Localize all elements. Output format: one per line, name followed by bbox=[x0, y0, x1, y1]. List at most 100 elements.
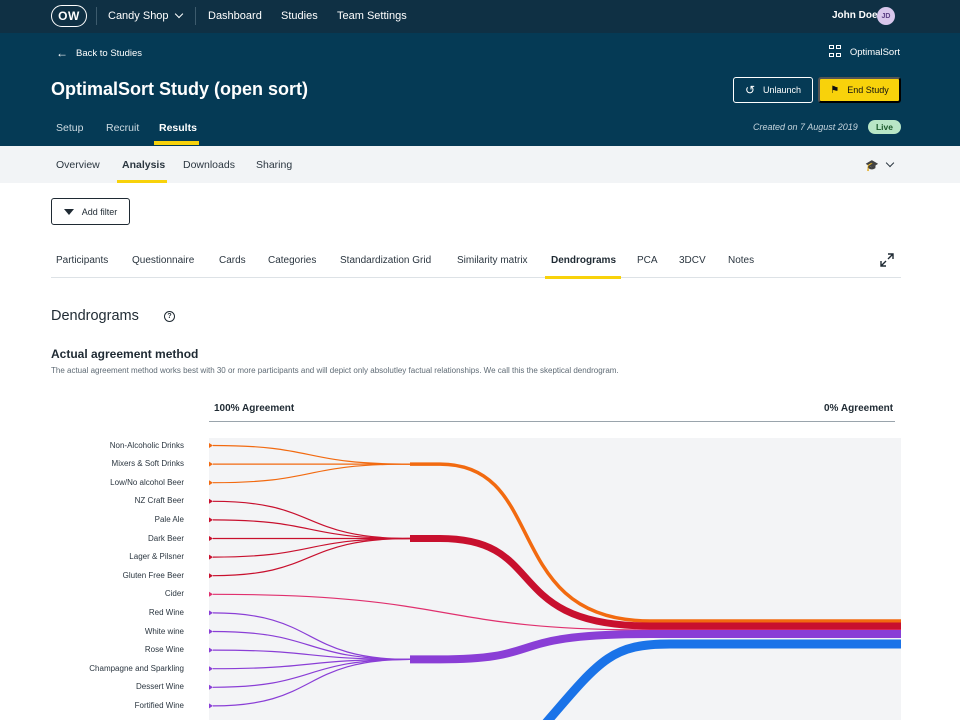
card-label: Fortified Wine bbox=[134, 700, 184, 710]
branch-line bbox=[212, 630, 411, 660]
card-marker bbox=[209, 591, 213, 597]
flag-icon: ⚑ bbox=[830, 84, 840, 96]
card-marker bbox=[209, 461, 213, 467]
created-date: Created on 7 August 2019 bbox=[753, 122, 858, 132]
unlaunch-button[interactable]: ↺ Unlaunch bbox=[733, 77, 813, 103]
card-marker bbox=[209, 666, 213, 672]
method-description: The actual agreement method works best w… bbox=[51, 366, 619, 375]
card-marker bbox=[209, 554, 213, 560]
help-icon[interactable]: ? bbox=[164, 311, 175, 322]
card-marker bbox=[209, 703, 213, 709]
tab-analysis[interactable]: Analysis bbox=[122, 159, 166, 171]
cluster-trunk bbox=[410, 462, 901, 623]
page-title: OptimalSort Study (open sort) bbox=[51, 79, 309, 99]
filter-icon bbox=[63, 208, 74, 215]
card-label: Non-Alcoholic Drinks bbox=[109, 440, 184, 450]
product-name: OptimalSort bbox=[849, 46, 900, 58]
active-tab-indicator bbox=[545, 276, 621, 279]
branch-line bbox=[212, 658, 411, 688]
branch-line bbox=[212, 658, 411, 707]
user-name[interactable]: John Doe bbox=[832, 10, 878, 21]
card-label: White wine bbox=[144, 626, 184, 636]
method-title: Actual agreement method bbox=[51, 347, 199, 361]
tab-similarity-matrix[interactable]: Similarity matrix bbox=[457, 255, 528, 266]
agreement-axis-line bbox=[209, 421, 895, 422]
end-study-button[interactable]: ⚑ End Study bbox=[818, 77, 901, 103]
tab-cards[interactable]: Cards bbox=[219, 255, 246, 266]
tab-questionnaire[interactable]: Questionnaire bbox=[132, 255, 195, 266]
cluster-trunk bbox=[212, 593, 901, 631]
branch-line bbox=[212, 537, 411, 558]
branch-line bbox=[212, 500, 411, 540]
card-marker bbox=[209, 647, 213, 653]
expand-icon[interactable] bbox=[880, 253, 894, 267]
tab-recruit[interactable]: Recruit bbox=[106, 122, 140, 134]
tab-3dcv[interactable]: 3DCV bbox=[679, 255, 706, 266]
branch-line bbox=[212, 463, 411, 484]
tab-setup[interactable]: Setup bbox=[56, 122, 84, 134]
branch-line bbox=[212, 519, 411, 540]
avatar[interactable]: JD bbox=[877, 7, 895, 25]
chevron-down-icon[interactable] bbox=[885, 158, 895, 168]
back-to-studies-link[interactable]: ← Back to Studies bbox=[56, 46, 142, 60]
tab-results[interactable]: Results bbox=[159, 122, 197, 134]
branch-line bbox=[212, 612, 411, 660]
status-badge: Live bbox=[868, 120, 901, 134]
tab-participants[interactable]: Participants bbox=[56, 255, 109, 266]
card-marker bbox=[209, 443, 213, 448]
graduation-cap-icon[interactable]: 🎓 bbox=[865, 160, 879, 172]
card-label: Gluten Free Beer bbox=[122, 570, 184, 580]
card-marker bbox=[209, 536, 213, 541]
card-label: Pale Ale bbox=[154, 514, 184, 524]
end-study-label: End Study bbox=[847, 85, 889, 95]
branch-line bbox=[212, 649, 411, 660]
card-label: Rose Wine bbox=[144, 645, 184, 655]
tab-sharing[interactable]: Sharing bbox=[256, 159, 293, 171]
cluster-trunk bbox=[538, 639, 901, 725]
nav-dashboard[interactable]: Dashboard bbox=[208, 10, 262, 22]
card-label: Cider bbox=[164, 589, 184, 599]
tab-dendrograms[interactable]: Dendrograms bbox=[551, 255, 617, 266]
card-marker bbox=[209, 629, 213, 634]
tab-downloads[interactable]: Downloads bbox=[183, 159, 235, 171]
card-label: Low/No alcohol Beer bbox=[110, 477, 184, 487]
section-title: Dendrograms bbox=[51, 308, 139, 324]
back-label: Back to Studies bbox=[76, 47, 143, 59]
active-tab-indicator bbox=[117, 180, 167, 183]
chart-background bbox=[209, 438, 901, 720]
divider bbox=[96, 7, 97, 25]
agreement-axis-left: 100% Agreement bbox=[214, 403, 295, 414]
product-badge: OptimalSort bbox=[828, 45, 900, 59]
top-nav: OW Candy Shop Dashboard Studies Team Set… bbox=[0, 0, 960, 33]
tab-categories[interactable]: Categories bbox=[268, 255, 317, 266]
card-label: Lager & Pilsner bbox=[129, 552, 184, 562]
cluster-trunk bbox=[410, 535, 901, 630]
tab-standardization-grid[interactable]: Standardization Grid bbox=[340, 255, 432, 266]
workspace-switcher[interactable]: Candy Shop bbox=[108, 9, 183, 22]
workspace-name: Candy Shop bbox=[108, 10, 169, 22]
cluster-trunk bbox=[410, 630, 901, 664]
nav-studies[interactable]: Studies bbox=[281, 10, 318, 22]
branch-line bbox=[212, 537, 411, 577]
active-tab-indicator bbox=[154, 141, 199, 145]
tab-pca[interactable]: PCA bbox=[637, 255, 658, 266]
unlaunch-label: Unlaunch bbox=[763, 85, 802, 95]
logo[interactable]: OW bbox=[51, 5, 87, 27]
card-marker bbox=[209, 480, 213, 486]
nav-team-settings[interactable]: Team Settings bbox=[337, 10, 407, 22]
card-label: Red Wine bbox=[148, 607, 184, 617]
dendrogram-svg bbox=[209, 438, 901, 725]
add-filter-button[interactable]: Add filter bbox=[51, 198, 130, 225]
tab-notes[interactable]: Notes bbox=[728, 255, 755, 266]
card-label: NZ Craft Beer bbox=[134, 496, 184, 506]
results-subnav: Overview Analysis Downloads Sharing 🎓 bbox=[0, 146, 960, 183]
arrow-left-icon: ← bbox=[56, 46, 68, 60]
branch-line bbox=[212, 658, 411, 670]
optimalsort-icon bbox=[828, 45, 841, 59]
card-marker bbox=[209, 517, 213, 523]
tab-overview[interactable]: Overview bbox=[56, 159, 100, 171]
undo-icon: ↺ bbox=[744, 83, 756, 97]
agreement-axis-right: 0% Agreement bbox=[824, 403, 894, 414]
card-marker bbox=[209, 684, 213, 690]
card-marker bbox=[209, 498, 213, 504]
